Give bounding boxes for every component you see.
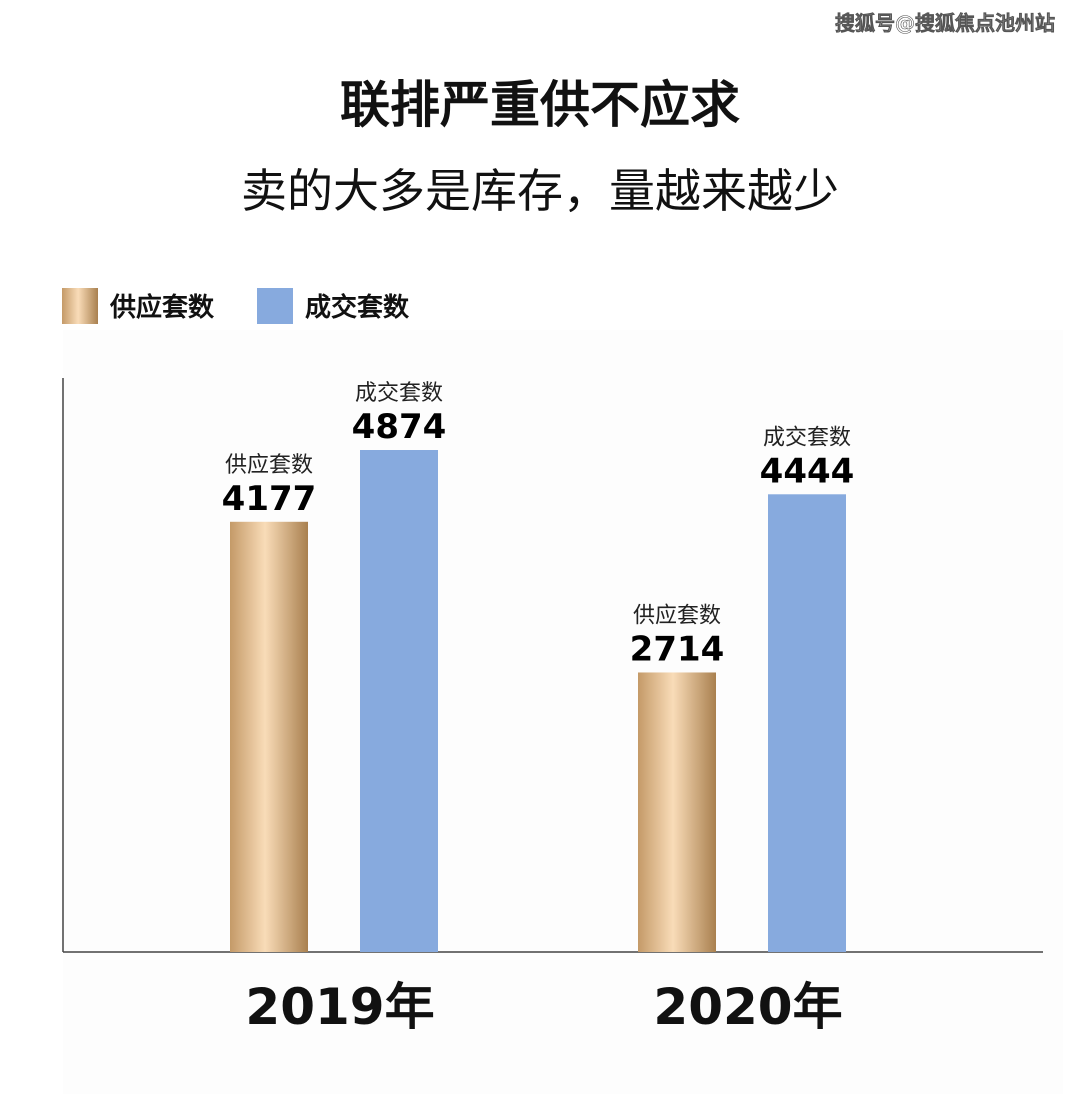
legend-label: 成交套数 (305, 292, 410, 323)
x-tick-label: 2020年 (653, 978, 842, 1036)
legend-swatch (62, 288, 98, 324)
x-tick-label: 2019年 (245, 978, 434, 1036)
bar (230, 521, 308, 952)
bar-series-label: 成交套数 (763, 425, 851, 450)
legend-swatch (257, 288, 293, 324)
plot-background (63, 330, 1063, 1094)
bar (360, 450, 438, 952)
bar (768, 494, 846, 952)
value-label: 4444 (760, 451, 855, 491)
bar-series-label: 成交套数 (355, 381, 443, 406)
chart-title: 联排严重供不应求 (340, 76, 740, 134)
chart-subtitle: 卖的大多是库存，量越来越少 (241, 164, 839, 218)
bar-series-label: 供应套数 (633, 603, 721, 628)
bar (638, 672, 716, 952)
value-label: 4874 (352, 407, 447, 447)
value-label: 2714 (630, 629, 725, 669)
value-label: 4177 (222, 479, 317, 519)
watermark: 搜狐号@搜狐焦点池州站 (835, 11, 1055, 35)
bar-series-label: 供应套数 (225, 453, 313, 478)
legend-label: 供应套数 (109, 292, 215, 323)
